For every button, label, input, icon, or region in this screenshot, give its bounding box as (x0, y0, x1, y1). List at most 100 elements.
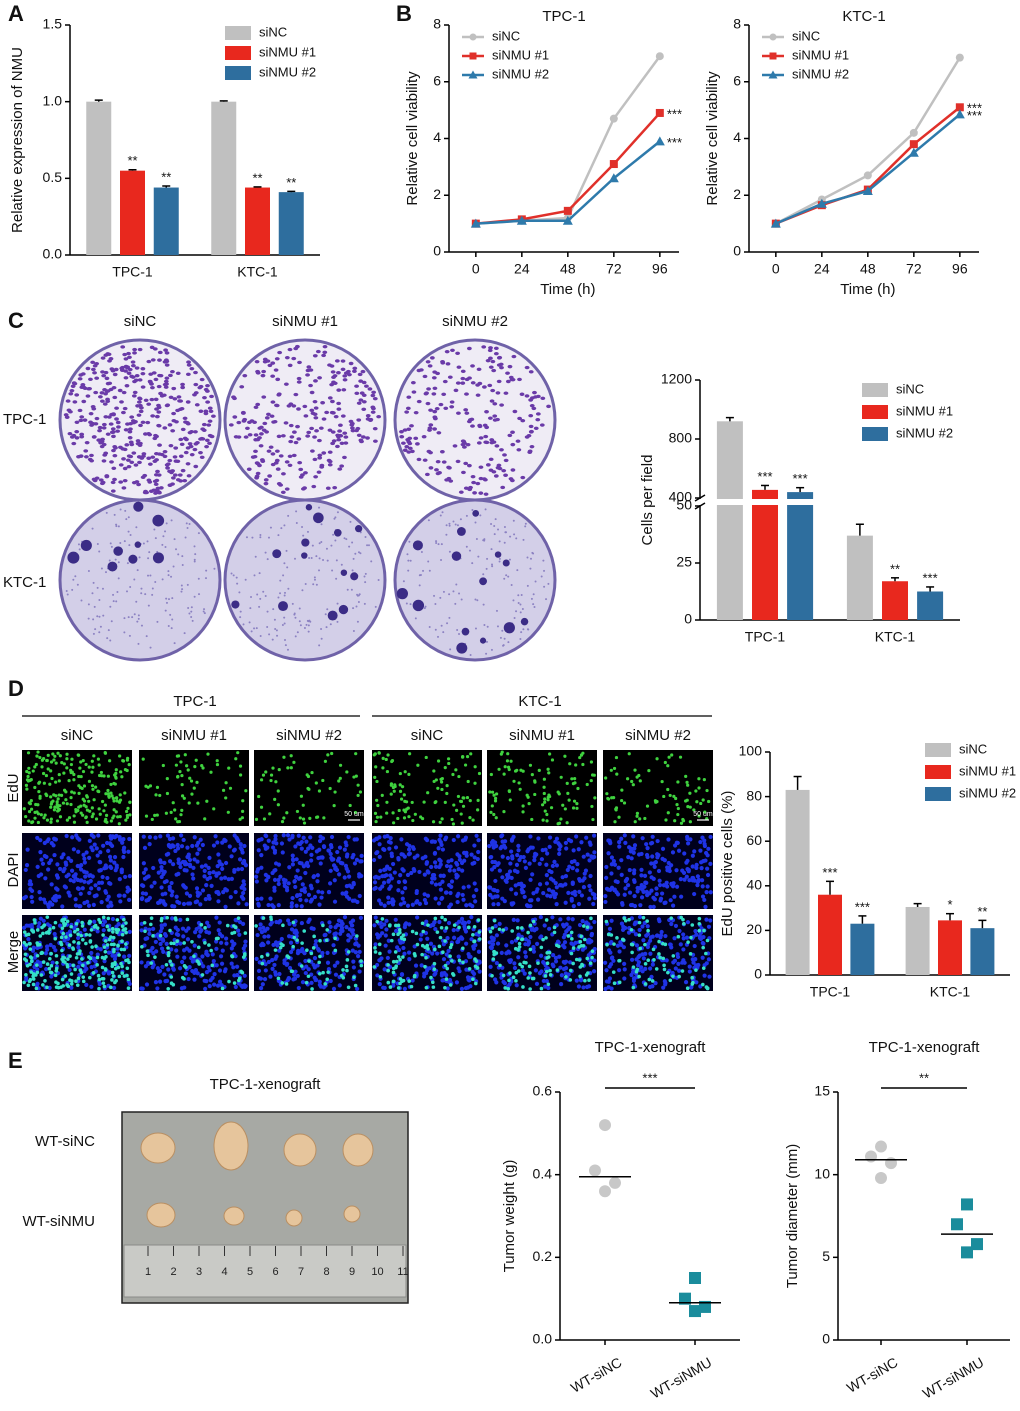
cell (326, 890, 332, 895)
colony (211, 414, 216, 418)
cell (626, 855, 631, 860)
stain-speck (441, 511, 444, 514)
cell (489, 945, 494, 950)
colony (517, 416, 522, 421)
colony (170, 476, 176, 480)
cell (682, 851, 687, 856)
colony (132, 390, 138, 395)
cell (333, 790, 337, 794)
cell (37, 781, 41, 785)
cell (287, 837, 292, 842)
cell (516, 843, 521, 849)
cell (540, 803, 545, 807)
cell (114, 833, 119, 839)
cell (451, 837, 456, 843)
cell (72, 814, 76, 818)
cell (88, 933, 92, 937)
stain-speck (271, 638, 274, 641)
cell (449, 858, 454, 863)
colony (448, 479, 454, 483)
colony (168, 373, 173, 378)
cell (378, 951, 382, 956)
cell (503, 839, 508, 844)
cell (575, 806, 579, 810)
cell (126, 806, 130, 810)
cell (187, 893, 193, 899)
colony (127, 367, 133, 372)
cell (636, 852, 642, 857)
cell (124, 942, 128, 946)
cell (104, 840, 110, 846)
cell (433, 864, 439, 869)
cell (461, 885, 466, 890)
cell (455, 808, 459, 812)
cell (309, 951, 314, 956)
stain-speck (320, 637, 323, 640)
cell (629, 847, 634, 853)
colony (189, 430, 194, 434)
stain-speck (505, 531, 508, 534)
cell (373, 946, 377, 950)
colony (130, 419, 136, 423)
colony (126, 371, 132, 375)
colony (276, 434, 282, 439)
stain-speck (446, 622, 449, 625)
cell (202, 874, 207, 879)
colony (350, 426, 355, 430)
cell (294, 903, 299, 908)
cell (186, 768, 190, 772)
stain-speck (469, 653, 472, 656)
cell (309, 858, 314, 863)
cell (276, 877, 281, 883)
colony (69, 388, 75, 393)
cell (233, 889, 238, 895)
cell (503, 765, 507, 769)
stain-speck (285, 549, 288, 552)
colony (125, 458, 131, 462)
cell (263, 962, 268, 967)
cell (708, 861, 713, 866)
cell (633, 820, 637, 824)
cell (301, 803, 305, 807)
cell (352, 837, 357, 842)
colony (358, 398, 364, 402)
cell (342, 875, 347, 880)
cell (622, 801, 627, 805)
cell (22, 807, 26, 811)
cell (383, 943, 388, 948)
cell (344, 883, 349, 889)
cell (59, 942, 64, 947)
cell (69, 802, 73, 807)
cell (91, 902, 96, 907)
colony (271, 420, 277, 424)
cell (508, 798, 512, 802)
colony (275, 467, 281, 471)
colony (174, 420, 179, 424)
stain-speck (269, 526, 272, 529)
cell (357, 949, 362, 954)
cell (272, 962, 277, 968)
cell (102, 774, 106, 778)
cell (448, 902, 454, 907)
stain-speck (156, 620, 159, 623)
stain-speck (115, 525, 118, 528)
colony (164, 463, 170, 467)
cell (290, 857, 296, 862)
stain-speck (87, 603, 90, 606)
cell (159, 868, 164, 873)
stain-speck (440, 543, 443, 546)
cell (309, 897, 314, 902)
cell (332, 899, 338, 904)
cell (510, 929, 515, 933)
cell (33, 785, 37, 790)
cell (432, 769, 436, 773)
cell (88, 919, 93, 924)
cell (502, 772, 506, 776)
cell (154, 793, 158, 797)
stain-speck (503, 577, 506, 580)
cell (326, 967, 332, 972)
cell (564, 846, 569, 851)
cell (583, 978, 587, 983)
colony (493, 346, 499, 351)
cell (396, 947, 402, 953)
